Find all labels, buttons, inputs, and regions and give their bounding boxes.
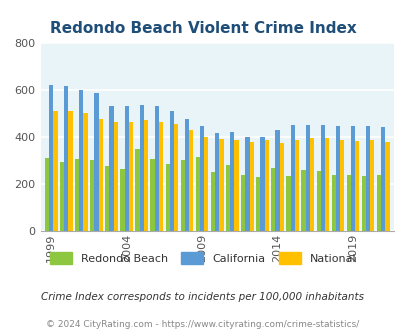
Text: © 2024 CityRating.com - https://www.cityrating.com/crime-statistics/: © 2024 CityRating.com - https://www.city… <box>46 320 359 329</box>
Bar <box>139 105 143 231</box>
Bar <box>275 130 279 231</box>
Bar <box>380 127 384 231</box>
Bar <box>49 85 53 231</box>
Bar <box>286 177 290 231</box>
Bar <box>60 162 64 231</box>
Bar <box>68 111 72 231</box>
Bar <box>184 118 189 231</box>
Bar <box>271 168 275 231</box>
Bar <box>195 157 200 231</box>
Bar <box>143 120 148 231</box>
Bar <box>135 149 139 231</box>
Bar <box>180 160 184 231</box>
Text: Redondo Beach Violent Crime Index: Redondo Beach Violent Crime Index <box>49 21 356 36</box>
Bar <box>256 177 260 231</box>
Bar <box>245 137 249 231</box>
Bar <box>219 139 223 231</box>
Bar <box>234 141 238 231</box>
Bar <box>226 165 230 231</box>
Bar <box>113 122 117 231</box>
Bar <box>241 175 245 231</box>
Bar <box>53 111 58 231</box>
Bar <box>309 138 313 231</box>
Text: Crime Index corresponds to incidents per 100,000 inhabitants: Crime Index corresponds to incidents per… <box>41 292 364 302</box>
Bar <box>83 114 87 231</box>
Bar <box>165 164 169 231</box>
Bar <box>75 159 79 231</box>
Bar <box>260 137 264 231</box>
Bar <box>158 122 163 231</box>
Bar <box>324 138 328 231</box>
Bar <box>346 175 350 231</box>
Bar <box>120 169 124 231</box>
Bar <box>204 137 208 231</box>
Bar <box>64 86 68 231</box>
Bar <box>150 159 154 231</box>
Bar <box>189 130 193 231</box>
Bar <box>279 143 283 231</box>
Bar <box>90 160 94 231</box>
Bar <box>361 176 365 231</box>
Bar <box>354 141 358 231</box>
Legend: Redondo Beach, California, National: Redondo Beach, California, National <box>45 248 360 268</box>
Bar <box>305 125 309 231</box>
Bar <box>290 125 294 231</box>
Bar <box>45 158 49 231</box>
Bar <box>294 141 298 231</box>
Bar <box>105 166 109 231</box>
Bar <box>98 119 102 231</box>
Bar <box>124 106 128 231</box>
Bar <box>109 106 113 231</box>
Bar <box>128 122 133 231</box>
Bar <box>79 90 83 231</box>
Bar <box>210 172 215 231</box>
Bar <box>331 175 335 231</box>
Bar <box>264 140 268 231</box>
Bar <box>316 171 320 231</box>
Bar <box>174 124 178 231</box>
Bar <box>376 175 380 231</box>
Bar <box>365 126 369 231</box>
Bar <box>154 106 158 231</box>
Bar <box>350 126 354 231</box>
Bar <box>301 170 305 231</box>
Bar <box>369 141 373 231</box>
Bar <box>339 141 343 231</box>
Bar <box>249 142 253 231</box>
Bar <box>215 133 219 231</box>
Bar <box>335 126 339 231</box>
Bar <box>384 142 389 231</box>
Bar <box>230 132 234 231</box>
Bar <box>320 125 324 231</box>
Bar <box>94 93 98 231</box>
Bar <box>169 111 174 231</box>
Bar <box>200 126 204 231</box>
